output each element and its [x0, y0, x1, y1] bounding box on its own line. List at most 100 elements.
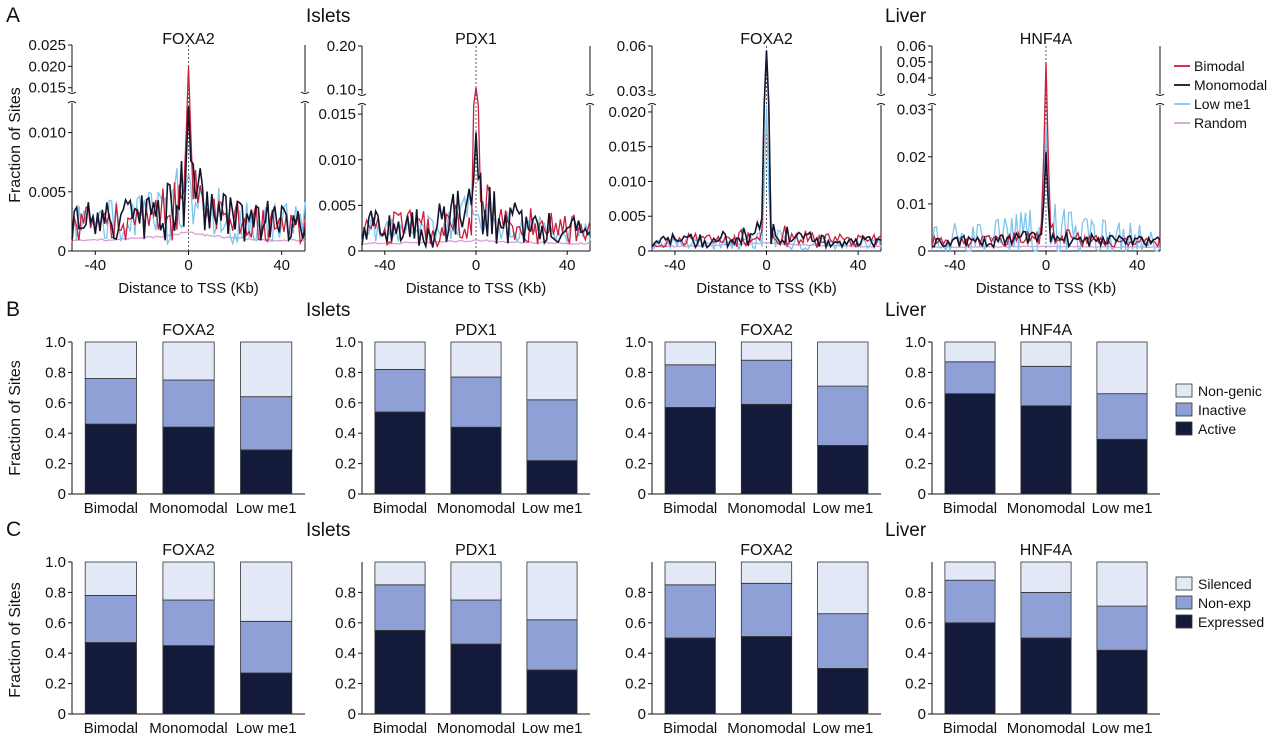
y-tick-label: 0.06 [897, 38, 926, 55]
y-tick-label: 0.03 [897, 102, 926, 119]
y-tick-label: 0.8 [625, 584, 646, 601]
legend-swatch [1175, 402, 1193, 417]
bar-segment-inactive [817, 385, 869, 446]
axis-break-mark [647, 93, 657, 106]
x-tick-label: Bimodal [663, 720, 717, 737]
chart-title: PDX1 [455, 542, 497, 559]
legend-label: Active [1198, 421, 1236, 437]
y-tick-label: 0.2 [45, 456, 66, 473]
y-tick-label: 0 [638, 706, 646, 723]
y-tick-label: 0.015 [318, 106, 356, 123]
y-tick-label: 0.4 [625, 425, 646, 442]
y-tick-label: 1.0 [625, 334, 646, 351]
x-tick-label: Monomodal [437, 500, 515, 517]
y-tick-label: 0.8 [905, 584, 926, 601]
chart-title: PDX1 [455, 31, 497, 48]
legends-layer: Bimodal Monomodal Low me1 Random Non-genic In… [1174, 58, 1267, 630]
x-tick-label: Low me1 [812, 720, 873, 737]
bar-segment-non-exp [664, 584, 716, 639]
group-label-liver-a: Liver [885, 6, 927, 27]
legend-label: Random [1194, 115, 1247, 131]
legend-label: Non-exp [1198, 595, 1251, 611]
y-tick-label: 0.010 [608, 173, 646, 190]
y-tick-label: 0 [348, 706, 356, 723]
series-line-bimodal [71, 66, 306, 246]
y-tick-label: 0.4 [905, 645, 926, 662]
y-tick-label: 0.2 [625, 676, 646, 693]
y-tick-label: 0.025 [28, 37, 66, 54]
bar-segment-silenced [1020, 561, 1072, 593]
bar-segment-silenced [374, 561, 426, 586]
bar-segment-inactive [740, 359, 793, 405]
x-tick-label: Monomodal [149, 720, 227, 737]
y-tick-label: 0.20 [327, 38, 356, 55]
x-axis-label: Distance to TSS (Kb) [118, 280, 259, 297]
legend-swatch [1175, 595, 1193, 610]
x-tick-label: 0 [1042, 257, 1050, 274]
panel-letter-c: C [6, 518, 21, 541]
x-tick-label: Low me1 [522, 720, 583, 737]
x-tick-label: -40 [664, 257, 686, 274]
bar-segment-active [1020, 405, 1072, 495]
y-tick-label: 0.4 [905, 425, 926, 442]
bar-chart-b-3: FOXA2 0 0.2 0.4 0.6 0.8 1.0 Bimodal Monomodal Low… [625, 322, 881, 517]
bar-segment-inactive [1096, 393, 1148, 440]
bar-segment-active [944, 393, 996, 495]
y-tick-label: 0.4 [335, 425, 356, 442]
line-chart-2: PDX1 0 0.005 0.010 0.015 0.10 0.20 -40 0 40 Distan… [318, 31, 595, 297]
bar-segment-expressed [84, 642, 137, 715]
y-tick-label: 1.0 [45, 334, 66, 351]
bar-segment-non-exp [240, 620, 293, 674]
bar-chart-b-4: HNF4A 0 0.2 0.4 0.6 0.8 1.0 Bimodal Monomodal Low… [905, 322, 1160, 517]
bar-segment-non-genic [240, 341, 293, 398]
legend-label: Silenced [1198, 576, 1252, 592]
legend-a: Bimodal Monomodal Low me1 Random [1174, 58, 1267, 131]
legend-swatch [1175, 421, 1193, 436]
bar-segment-non-genic [526, 341, 578, 401]
bar-chart-c-2: PDX1 0 0.2 0.4 0.6 0.8 Bimodal Monomodal Low me1 [335, 542, 590, 737]
y-tick-label: 0.2 [335, 676, 356, 693]
x-tick-label: Monomodal [1007, 720, 1085, 737]
axis-break-mark-right [876, 93, 886, 106]
x-tick-label: -40 [944, 257, 966, 274]
legend-label: Expressed [1198, 614, 1264, 630]
bar-chart-c-4: HNF4A 0 0.2 0.4 0.6 0.8 Bimodal Monomodal Low me… [905, 542, 1160, 737]
bar-segment-non-exp [450, 599, 502, 645]
y-tick-label: 0.4 [45, 645, 66, 662]
chart-title: HNF4A [1020, 322, 1073, 339]
y-tick-label: 0.8 [45, 584, 66, 601]
bar-segment-non-exp [162, 599, 215, 646]
bar-segment-active [526, 460, 578, 495]
axis-break-mark-right [300, 91, 310, 104]
y-tick-label: 0.04 [897, 70, 926, 87]
group-label-islets-c: Islets [306, 520, 350, 541]
bar-segment-inactive [240, 396, 293, 451]
bar-segment-non-genic [740, 341, 793, 361]
y-tick-label: 0 [58, 486, 66, 503]
bar-segment-non-exp [374, 584, 426, 631]
axis-break-mark-right [585, 93, 595, 106]
bar-segment-expressed [817, 668, 869, 715]
x-tick-label: Bimodal [943, 720, 997, 737]
chart-title: FOXA2 [162, 31, 215, 48]
y-tick-label: 0.2 [625, 456, 646, 473]
bar-segment-non-genic [664, 341, 716, 366]
bar-chart-b-1: FOXA2 0 0.2 0.4 0.6 0.8 1.0 Bimodal Monomodal Low… [45, 322, 305, 517]
y-tick-label: 0 [348, 486, 356, 503]
x-tick-label: 40 [850, 257, 867, 274]
y-tick-label: 0 [348, 243, 356, 260]
panel-letter-a: A [6, 4, 20, 27]
chart-title: FOXA2 [740, 322, 793, 339]
x-tick-label: Monomodal [727, 720, 805, 737]
group-label-liver-b: Liver [885, 300, 927, 321]
x-axis-label: Distance to TSS (Kb) [696, 280, 837, 297]
bar-segment-non-genic [162, 341, 215, 381]
x-tick-label: Low me1 [812, 500, 873, 517]
x-tick-label: 0 [184, 257, 192, 274]
bar-segment-silenced [450, 561, 502, 601]
y-tick-label: 0.4 [45, 425, 66, 442]
y-tick-label: 0.015 [608, 139, 646, 156]
bar-segment-non-exp [944, 579, 996, 624]
